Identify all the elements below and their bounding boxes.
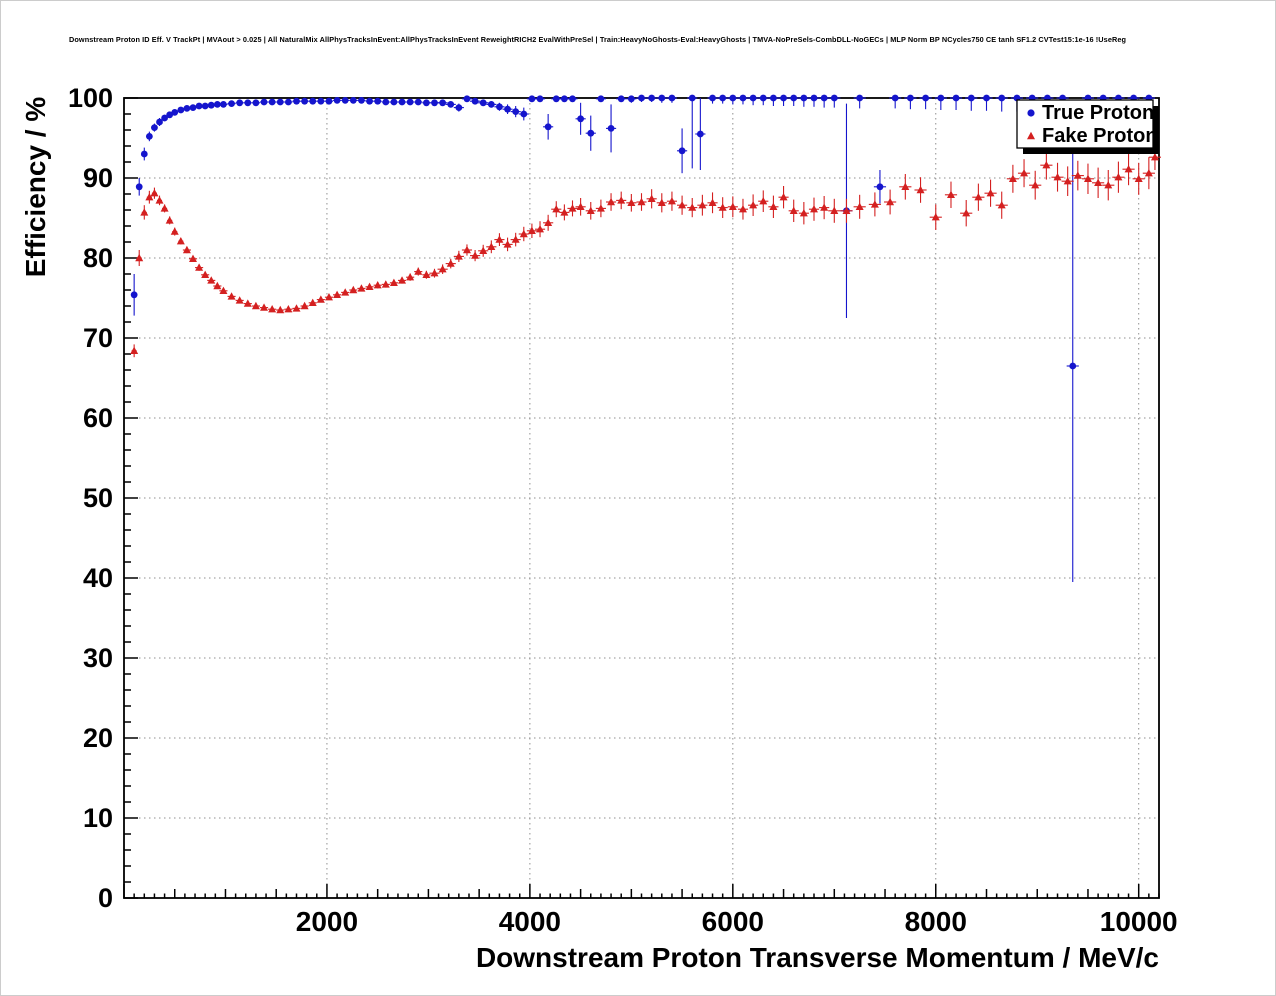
svg-text:100: 100 — [68, 83, 113, 113]
svg-text:60: 60 — [83, 403, 113, 433]
legend-entry-true-proton: True Proton — [1027, 102, 1154, 124]
svg-text:0: 0 — [98, 883, 113, 913]
svg-text:6000: 6000 — [702, 906, 764, 937]
svg-text:50: 50 — [83, 483, 113, 513]
legend-label: Fake Proton — [1042, 125, 1158, 147]
legend-marker-circle-icon — [1027, 109, 1035, 117]
axis-ticks — [123, 97, 1160, 899]
svg-text:70: 70 — [83, 323, 113, 353]
legend-box — [1016, 99, 1154, 149]
svg-text:20: 20 — [83, 723, 113, 753]
legend-marker-triangle-icon — [1027, 131, 1035, 140]
svg-text:30: 30 — [83, 643, 113, 673]
plot-area — [124, 98, 1159, 898]
y-axis-title: Efficiency / % — [20, 97, 51, 278]
svg-text:4000: 4000 — [499, 906, 561, 937]
y-tick-labels: 0 10 20 30 40 50 60 70 80 90 100 — [68, 83, 113, 913]
svg-text:8000: 8000 — [905, 906, 967, 937]
svg-text:10000: 10000 — [1100, 906, 1178, 937]
svg-text:10: 10 — [83, 803, 113, 833]
x-axis-title: Downstream Proton Transverse Momentum / … — [476, 942, 1159, 973]
legend-label: True Proton — [1042, 102, 1154, 124]
svg-text:80: 80 — [83, 243, 113, 273]
legend-entry-fake-proton: Fake Proton — [1027, 125, 1158, 147]
x-tick-labels: 2000 4000 6000 8000 10000 — [296, 906, 1178, 937]
svg-text:90: 90 — [83, 163, 113, 193]
series-true-proton — [130, 94, 1155, 582]
svg-text:40: 40 — [83, 563, 113, 593]
grid — [124, 98, 1159, 898]
svg-text:2000: 2000 — [296, 906, 358, 937]
series-fake-proton — [130, 144, 1162, 358]
plot-title: Downstream Proton ID Eff. V TrackPt | MV… — [69, 35, 1127, 44]
